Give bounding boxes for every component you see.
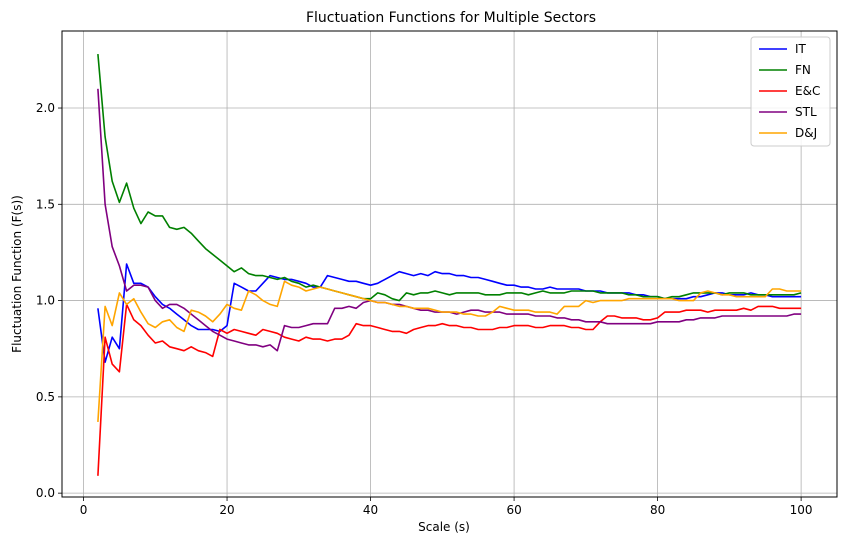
series-line-it (97, 263, 802, 364)
x-tick-label: 80 (650, 503, 665, 517)
x-tick-label: 20 (219, 503, 234, 517)
series-line-d-j (97, 280, 802, 422)
x-tick-label: 40 (363, 503, 378, 517)
y-tick-label: 0.0 (36, 486, 55, 500)
legend-label: IT (795, 42, 807, 56)
y-tick-label: 1.0 (36, 294, 55, 308)
x-axis-label: Scale (s) (418, 520, 470, 534)
y-tick-label: 1.5 (36, 197, 55, 211)
x-tick-label: 100 (790, 503, 813, 517)
y-tick-label: 0.5 (36, 390, 55, 404)
legend: IT FN E&C STL D&J (750, 36, 831, 147)
x-tick-label: 60 (506, 503, 521, 517)
y-axis-label: Fluctuation Function (F(s)) (10, 195, 24, 353)
series-line-e-c (97, 303, 802, 476)
plot-frame (61, 30, 838, 498)
legend-box (750, 36, 831, 147)
series-group (97, 54, 802, 476)
chart-title: Fluctuation Functions for Multiple Secto… (306, 10, 596, 26)
x-tick-label: 0 (80, 503, 88, 517)
legend-label: E&C (795, 84, 820, 98)
legend-label: STL (795, 105, 817, 119)
y-tick-label: 2.0 (36, 101, 55, 115)
axes: 0 20 40 60 80 100 0.0 0.5 1.0 1.5 2.0 (36, 101, 813, 517)
legend-label: D&J (795, 126, 817, 140)
legend-label: FN (795, 63, 811, 77)
series-line-fn (97, 54, 802, 302)
grid (62, 31, 837, 497)
